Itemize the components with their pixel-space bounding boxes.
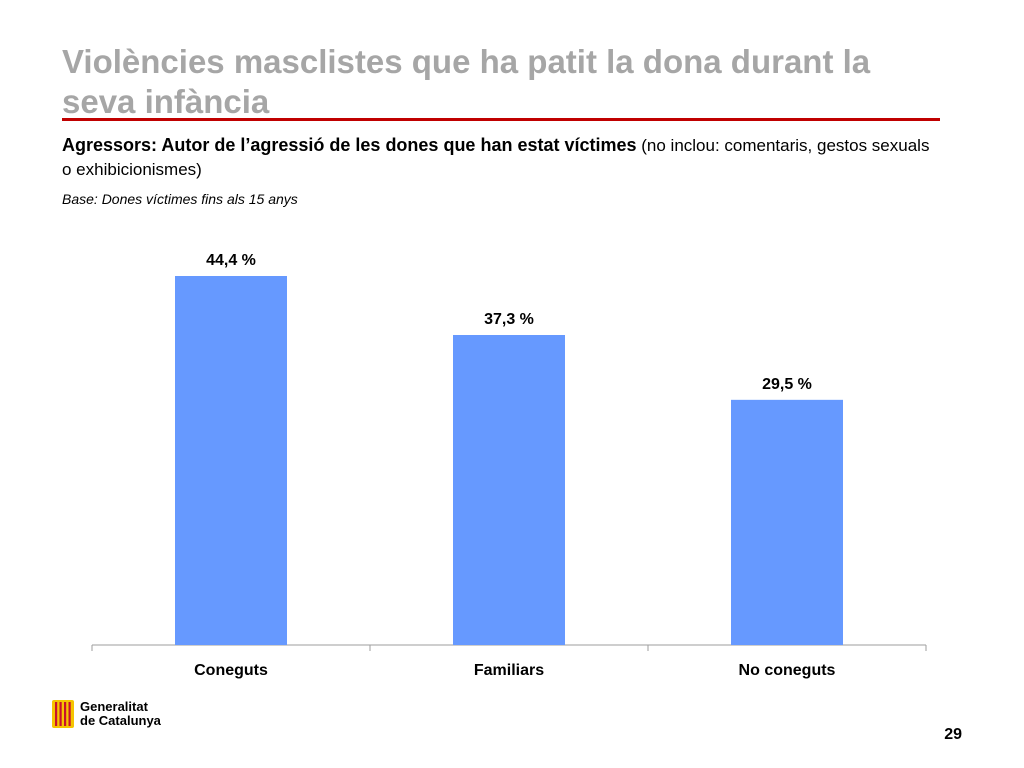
catalan-flag-icon <box>52 700 74 728</box>
page-number: 29 <box>944 726 962 743</box>
bar-no-coneguts <box>731 399 843 645</box>
bar-familiars <box>453 335 565 645</box>
subtitle-bold: Agressors: Autor de l’agressió de les do… <box>62 135 637 155</box>
slide-title: Violències masclistes que ha patit la do… <box>62 43 871 120</box>
category-label: No coneguts <box>739 662 836 679</box>
data-label: 44,4 % <box>206 252 256 269</box>
base-note: Base: Dones víctimes fins als 15 anys <box>62 191 298 207</box>
logo-line2: de Catalunya <box>80 713 161 728</box>
data-label: 29,5 % <box>762 376 812 393</box>
category-label: Familiars <box>474 662 544 679</box>
title-divider <box>62 118 940 121</box>
subtitle-note: (no inclou: comentaris, gestos sexuals o… <box>62 136 930 179</box>
generalitat-logo: Generalitat de Catalunya <box>52 700 161 728</box>
bar-coneguts <box>175 276 287 645</box>
chart-subtitle: Agressors: Autor de l’agressió de les do… <box>62 133 942 182</box>
bar-chart: 44,4 % Coneguts 37,3 % Familiars 29,5 % No co… <box>91 252 927 679</box>
data-label: 37,3 % <box>484 311 534 328</box>
logo-line1: Generalitat <box>80 699 148 714</box>
category-label: Coneguts <box>194 662 268 679</box>
